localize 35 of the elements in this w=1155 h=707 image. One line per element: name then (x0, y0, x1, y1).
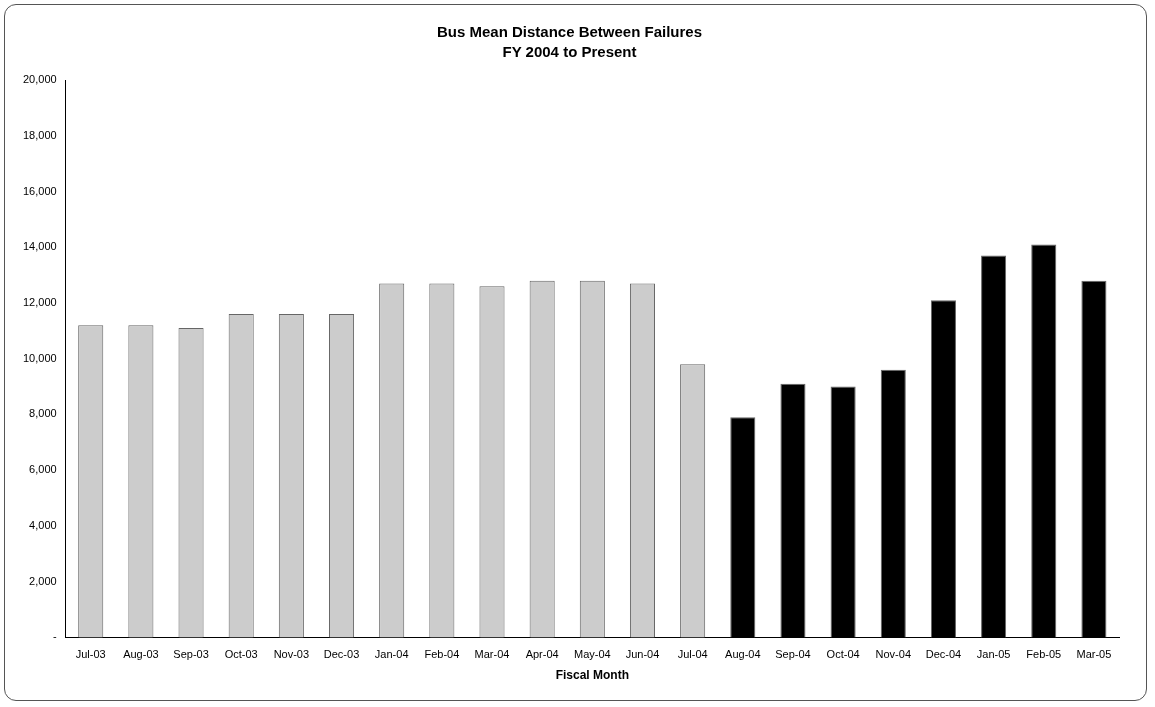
x-tick-label: Feb-05 (1026, 648, 1062, 661)
x-tick-label: Mar-05 (1076, 648, 1112, 661)
x-tick-label: Feb-04 (424, 648, 460, 661)
x-tick-label: Aug-04 (725, 648, 761, 661)
y-tick-label: 2,000 (29, 574, 57, 587)
y-tick-label: - (52, 630, 57, 643)
x-tick-label: Mar-04 (474, 648, 510, 661)
x-tick-label: Aug-03 (123, 648, 159, 661)
x-tick-label: Jul-04 (677, 648, 708, 661)
x-tick-label: Jun-04 (625, 648, 660, 661)
y-tick-label: 20,000 (22, 73, 57, 86)
x-tick-label: Jul-03 (75, 648, 106, 661)
x-axis-title: Fiscal Month (555, 668, 629, 683)
y-tick-label: 4,000 (29, 518, 57, 531)
x-tick-label: Sep-03 (173, 648, 209, 661)
y-tick-label: 18,000 (22, 128, 57, 141)
x-tick-label: Oct-03 (224, 648, 258, 661)
x-tick-label: Dec-04 (925, 648, 962, 661)
x-tick-label: Oct-04 (826, 648, 860, 661)
chart-title: Bus Mean Distance Between Failures (436, 23, 703, 41)
x-tick-label: May-04 (573, 648, 611, 661)
y-tick-label: 12,000 (22, 295, 57, 308)
y-tick-label: 16,000 (22, 184, 57, 197)
x-tick-label: Dec-03 (323, 648, 360, 661)
x-tick-label: Nov-03 (273, 648, 310, 661)
y-tick-label: 8,000 (29, 407, 57, 420)
x-tick-label: Apr-04 (525, 648, 559, 661)
chart-subtitle: FY 2004 to Present (502, 43, 637, 61)
x-tick-label: Jan-04 (374, 648, 409, 661)
y-tick-label: 10,000 (22, 351, 57, 364)
y-tick-label: 14,000 (22, 240, 57, 253)
x-tick-label: Sep-04 (775, 648, 811, 661)
x-tick-label: Jan-05 (976, 648, 1011, 661)
x-tick-label: Nov-04 (875, 648, 912, 661)
y-tick-label: 6,000 (29, 463, 57, 476)
